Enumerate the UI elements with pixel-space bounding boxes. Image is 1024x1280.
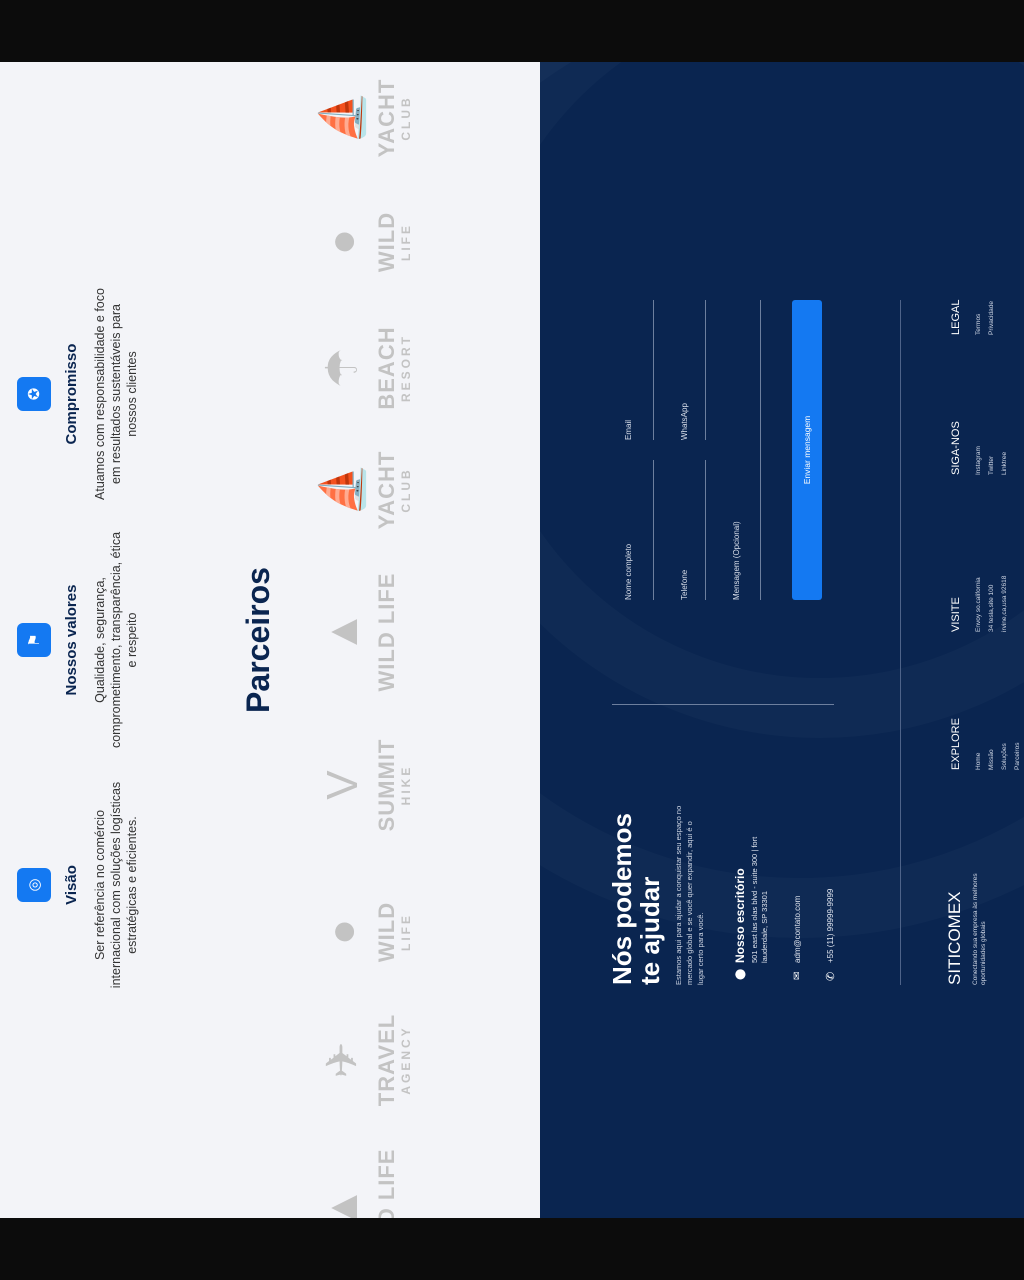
whatsapp-icon: ✆ [825, 971, 837, 981]
umbrella-icon: ☂ [318, 348, 367, 388]
value-text: Ser referência no comércio internacional… [93, 781, 139, 989]
whatsapp-field[interactable]: WhatsApp [680, 403, 689, 440]
footer-col-links: Envoy so.california 34 tesla,site 100 ir… [972, 576, 1011, 632]
office-address: 501 east las olas blvd - suite 300 | for… [750, 836, 769, 963]
email-link[interactable]: adm@contato.com [793, 895, 802, 963]
footer-brand: SITICOMEX [945, 891, 964, 985]
divider [612, 704, 834, 705]
mail-icon: ✉ [792, 971, 803, 980]
background-arc [540, 62, 1024, 738]
contact-footer-section: Nós podemos te ajudar Estamos aqui para a… [540, 62, 1024, 1218]
value-card-compromisso: ✪ Compromisso Atuamos com responsabilida… [17, 274, 140, 514]
office-title: Nosso escritório [733, 868, 747, 963]
footer-divider [900, 300, 901, 985]
message-field-underline [760, 300, 761, 600]
name-field-underline [653, 460, 654, 600]
footer-tagline: Conectando sua empresa às melhores oport… [972, 873, 987, 985]
submit-button[interactable]: Enviar mensagem [792, 300, 822, 600]
phone-link[interactable]: +55 (11) 99999-9999 [826, 888, 835, 963]
footer-col-title: SIGA-NOS [950, 421, 962, 475]
value-text: Atuamos com responsabilidade e foco em r… [93, 288, 139, 500]
mountain-icon: ▲ [318, 610, 367, 654]
footer-link[interactable]: Parceiros [1014, 742, 1021, 770]
value-title: Visão [63, 865, 80, 905]
partner-logo: V SUMMIT HIKE [315, 720, 414, 850]
footer-link[interactable]: Twitter [988, 455, 995, 475]
award-icon: ✪ [17, 377, 51, 411]
footer-col-title: VISITE [950, 597, 962, 632]
phone-field[interactable]: Telefone [680, 569, 689, 600]
email-field[interactable]: Email [624, 419, 633, 440]
value-text: Qualidade, segurança, comprometimento, t… [93, 531, 139, 749]
footer-col-links: Instagram Twitter Linktree [972, 446, 1011, 475]
value-card-visao: ◎ Visão Ser referência no comércio inter… [17, 765, 140, 1005]
phone-field-underline [705, 460, 706, 600]
footer-link[interactable]: Envoy so.california [975, 577, 982, 632]
mountain-icon: ▲ [318, 1186, 367, 1218]
footer-link[interactable]: 34 tesla,site 100 [988, 584, 995, 632]
partner-logo: ✈ TRAVEL AGENCY [315, 995, 414, 1125]
peak-icon: V [318, 770, 367, 800]
sailboat-icon: ⛵ [318, 90, 367, 146]
page: ◎ Visão Ser referência no comércio inter… [0, 62, 1024, 1218]
partner-logo: ▲ WILD LIFE [315, 567, 399, 697]
footer-link[interactable]: Home [975, 752, 982, 770]
eye-icon: ◎ [17, 868, 51, 902]
sun-wave-icon: ● [318, 228, 367, 256]
name-field[interactable]: Nome completo [624, 543, 633, 600]
partners-title: Parceiros [240, 567, 276, 713]
value-card-valores: ⚑ Nossos valores Qualidade, segurança, c… [17, 520, 140, 760]
location-pin-icon: ⬤ [735, 968, 746, 980]
footer-link[interactable]: Soluções [1001, 743, 1008, 770]
contact-intro: Estamos aqui para ajudar a conquistar se… [674, 805, 705, 985]
partner-logo: ▲ WILD LIFE [315, 1143, 399, 1218]
footer-link[interactable]: irvine,ca,usa 92618 [1001, 575, 1008, 632]
partner-logo: ● WILD LIFE [315, 177, 414, 307]
partner-logo: ⛵ YACHT CLUB [315, 425, 414, 555]
message-field[interactable]: Mensagem (Opcional) [732, 521, 741, 600]
sun-wave-icon: ● [318, 918, 367, 946]
whatsapp-field-underline [705, 300, 706, 440]
footer-col-title: LEGAL [950, 299, 962, 335]
footer-col-links: Termos Privacidade [972, 301, 998, 335]
footer-link[interactable]: Linktree [1001, 451, 1008, 475]
flag-icon: ⚑ [17, 623, 51, 657]
value-title: Compromisso [63, 343, 80, 445]
values-partners-section: ◎ Visão Ser referência no comércio inter… [0, 62, 540, 1218]
email-field-underline [653, 300, 654, 440]
partner-logo: ☂ BEACH RESORT [315, 303, 414, 433]
contact-title: Nós podemos te ajudar [607, 813, 665, 985]
partner-logo: ⛵ YACHT CLUB [315, 62, 414, 183]
suitcase-icon: ✈ [318, 1041, 367, 1079]
footer-link[interactable]: Privacidade [988, 301, 995, 335]
footer-col-links: Home Missão Soluções Parceiros [972, 743, 1024, 770]
footer-link[interactable]: Termos [975, 313, 982, 335]
footer-link[interactable]: Instagram [975, 446, 982, 475]
value-title: Nossos valores [63, 584, 80, 696]
footer-col-title: EXPLORE [950, 718, 962, 770]
sailboat-icon: ⛵ [318, 462, 367, 518]
partner-logo: ● WILD LIFE [315, 867, 414, 997]
footer-link[interactable]: Missão [988, 749, 995, 770]
